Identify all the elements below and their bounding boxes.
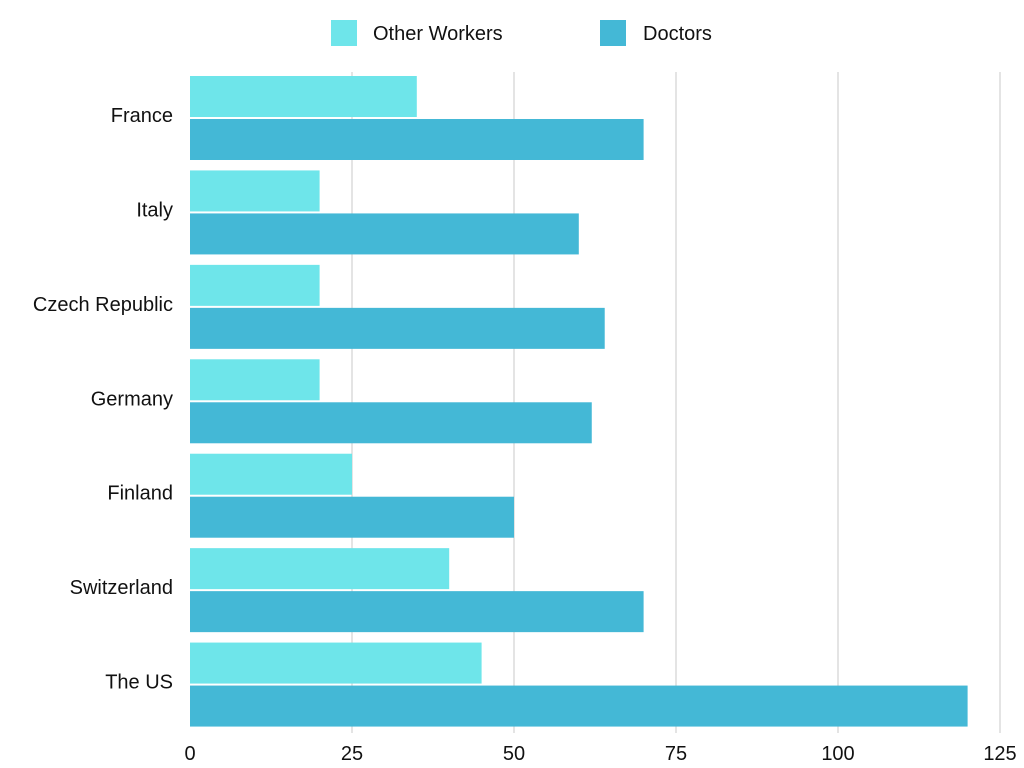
bar-switzerland-other-workers xyxy=(190,548,450,590)
bar-germany-doctors xyxy=(190,402,592,444)
bar-the-us-doctors xyxy=(190,685,968,727)
bar-switzerland-doctors xyxy=(190,591,644,633)
x-tick-label-0: 0 xyxy=(184,743,195,765)
x-tick-label-125: 125 xyxy=(983,743,1016,765)
x-tick-labels: 0 25 50 75 100 125 xyxy=(184,743,1016,765)
legend-swatch-other-workers xyxy=(331,20,357,46)
bars xyxy=(190,76,968,727)
category-label-switzerland: Switzerland xyxy=(70,577,173,599)
bar-czech-republic-other-workers xyxy=(190,264,320,306)
category-label-italy: Italy xyxy=(136,199,173,221)
bar-czech-republic-doctors xyxy=(190,307,605,349)
legend-label-doctors: Doctors xyxy=(643,23,712,45)
category-labels: France Italy Czech Republic Germany Finland S… xyxy=(33,105,173,694)
category-label-finland: Finland xyxy=(107,483,173,505)
x-tick-label-100: 100 xyxy=(821,743,854,765)
category-label-czech-republic: Czech Republic xyxy=(33,294,173,316)
x-tick-label-50: 50 xyxy=(503,743,525,765)
bar-france-other-workers xyxy=(190,76,417,117)
category-label-germany: Germany xyxy=(91,388,173,410)
bar-italy-doctors xyxy=(190,213,579,255)
x-tick-label-25: 25 xyxy=(341,743,363,765)
bar-france-doctors xyxy=(190,119,644,160)
bar-the-us-other-workers xyxy=(190,642,482,684)
legend: Other Workers Doctors xyxy=(331,20,712,46)
legend-swatch-doctors xyxy=(600,20,626,46)
legend-label-other-workers: Other Workers xyxy=(373,23,503,45)
x-tick-label-75: 75 xyxy=(665,743,687,765)
category-label-the-us: The US xyxy=(105,672,173,694)
bar-germany-other-workers xyxy=(190,359,320,401)
bar-italy-other-workers xyxy=(190,170,320,212)
bar-finland-other-workers xyxy=(190,453,352,495)
bar-finland-doctors xyxy=(190,496,514,538)
category-label-france: France xyxy=(111,105,173,127)
